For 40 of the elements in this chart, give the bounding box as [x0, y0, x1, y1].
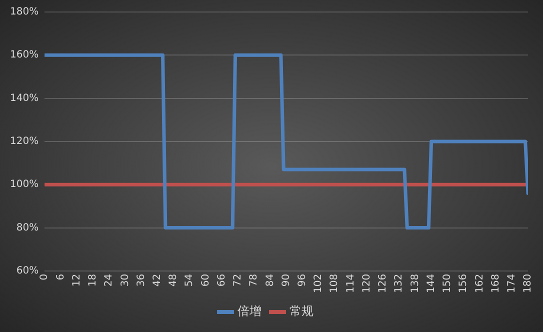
x-tick-label: 138 — [410, 274, 421, 294]
y-tick-label: 140% — [10, 92, 39, 104]
x-tick-label: 24 — [104, 274, 115, 287]
x-tick-label: 42 — [152, 274, 163, 287]
y-tick-label: 180% — [10, 6, 39, 18]
x-tick-label: 96 — [297, 274, 308, 287]
x-tick-label: 12 — [71, 274, 82, 287]
x-tick-label: 174 — [506, 274, 518, 294]
x-tick-label: 126 — [378, 274, 389, 294]
x-tick-label: 132 — [394, 274, 405, 294]
x-tick-label: 84 — [264, 274, 276, 287]
x-tick-label: 150 — [442, 274, 454, 294]
x-tick-label: 180 — [522, 274, 534, 294]
x-tick-label: 48 — [168, 274, 180, 287]
x-tick-label: 54 — [184, 274, 196, 287]
legend-label: 常规 — [290, 304, 314, 318]
y-tick-label: 60% — [16, 266, 39, 277]
x-tick-label: 120 — [361, 274, 372, 294]
x-tick-label: 60 — [200, 274, 212, 287]
y-tick-label: 100% — [10, 179, 39, 190]
x-tick-label: 162 — [474, 274, 486, 294]
x-tick-label: 30 — [120, 274, 131, 287]
x-tick-label: 102 — [313, 274, 324, 294]
x-tick-label: 78 — [248, 274, 260, 287]
x-tick-label: 18 — [88, 274, 99, 287]
y-tick-label: 80% — [16, 222, 39, 234]
legend-label: 倍增 — [238, 304, 262, 318]
x-tick-label: 168 — [490, 274, 502, 294]
x-tick-label: 6 — [55, 274, 66, 280]
y-tick-label: 160% — [10, 50, 39, 61]
x-tick-label: 114 — [345, 274, 356, 294]
x-tick-label: 66 — [216, 274, 228, 287]
x-tick-label: 0 — [39, 274, 50, 280]
x-tick-label: 36 — [136, 274, 147, 287]
x-tick-label: 108 — [329, 274, 340, 294]
x-tick-label: 90 — [280, 274, 292, 287]
x-tick-label: 156 — [458, 274, 470, 294]
y-tick-label: 120% — [10, 136, 39, 148]
x-tick-label: 144 — [426, 274, 437, 294]
x-tick-label: 72 — [232, 274, 244, 287]
